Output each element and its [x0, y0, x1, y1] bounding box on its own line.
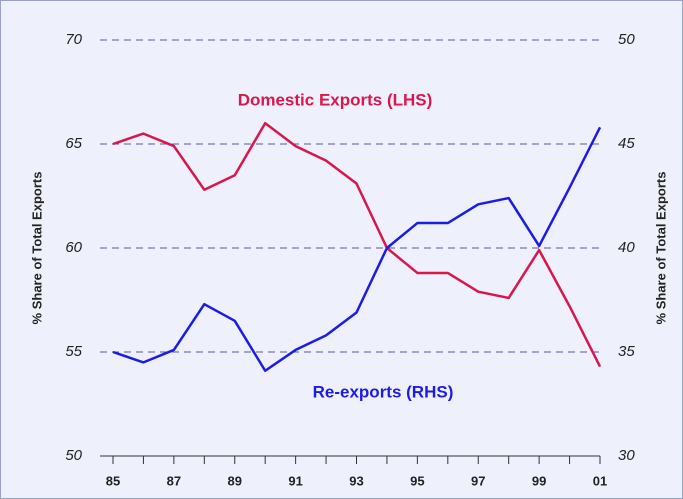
series-line — [112, 126, 602, 372]
y2-tick-label: 50 — [618, 31, 635, 48]
x-tick-label: 87 — [167, 473, 181, 488]
x-tick-label: 01 — [593, 473, 607, 488]
y2-tick-label: 30 — [618, 447, 635, 464]
y-axis-label: % Share of Total Exports — [29, 172, 44, 325]
x-tick-label: 91 — [288, 473, 302, 488]
series-label: Domestic Exports (LHS) — [238, 90, 433, 109]
y-tick-label: 60 — [65, 239, 82, 256]
y-tick-label: 50 — [65, 447, 82, 464]
y-tick-label: 70 — [65, 31, 82, 48]
x-tick-label: 95 — [410, 473, 424, 488]
x-tick-label: 89 — [228, 473, 242, 488]
x-tick-label: 99 — [532, 473, 546, 488]
x-tick-label: 85 — [106, 473, 120, 488]
x-tick-label: 93 — [349, 473, 363, 488]
x-tick-label: 97 — [471, 473, 485, 488]
y-tick-label: 55 — [65, 343, 82, 360]
y2-tick-label: 35 — [618, 343, 635, 360]
y2-tick-label: 40 — [618, 239, 635, 256]
series-line — [112, 121, 602, 368]
y2-tick-label: 45 — [618, 135, 635, 152]
y-tick-label: 65 — [65, 135, 82, 152]
y2-axis-label: % Share of Total Exports — [653, 172, 668, 325]
series-label: Re-exports (RHS) — [313, 382, 454, 401]
